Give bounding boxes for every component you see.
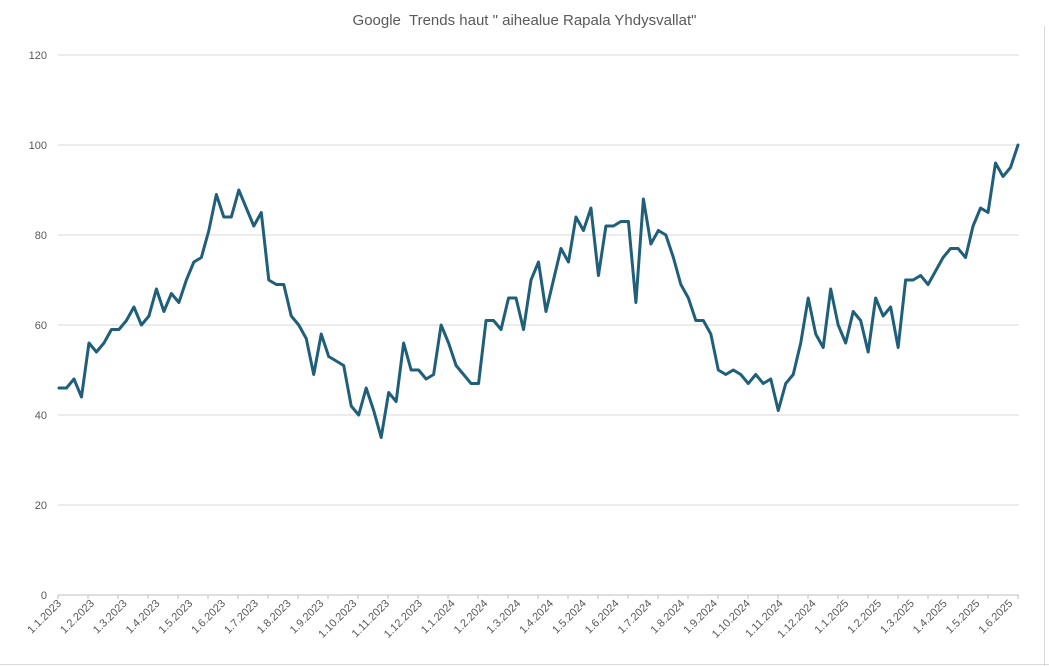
x-tick-label: 1.1.2024 <box>419 598 458 637</box>
x-tick-label: 1.4.2024 <box>517 598 556 637</box>
y-tick-label: 80 <box>35 230 47 242</box>
y-tick-label: 100 <box>29 140 47 152</box>
chart-title: Google Trends haut " aihealue Rapala Yhd… <box>352 12 697 29</box>
x-tick-label: 1.7.2023 <box>222 598 261 637</box>
y-tick-label: 60 <box>35 320 47 332</box>
x-tick-label: 1.6.2023 <box>189 598 228 637</box>
chart-area-right-edge <box>1044 26 1045 666</box>
x-tick-label: 1.6.2024 <box>583 598 622 637</box>
y-axis-tick-labels: 0 20 40 60 80 100 120 <box>29 50 47 602</box>
x-tick-label: 1.4.2025 <box>911 598 950 637</box>
x-tick-label: 1.5.2025 <box>944 598 983 637</box>
x-tick-label: 1.2.2025 <box>845 598 884 637</box>
x-tick-label: 1.1.2023 <box>25 598 64 637</box>
y-tick-label: 120 <box>29 50 47 62</box>
y-tick-label: 20 <box>35 500 47 512</box>
x-tick-label: 1.3.2025 <box>878 598 917 637</box>
x-axis-tick-marks <box>57 595 1019 599</box>
x-tick-label: 1.5.2023 <box>157 598 196 637</box>
x-tick-label: 1.1.2025 <box>813 598 852 637</box>
gridlines <box>58 54 1019 506</box>
x-axis-tick-labels: 1.1.20231.2.20231.3.20231.4.20231.5.2023… <box>25 598 1015 641</box>
x-tick-label: 1.5.2024 <box>550 598 589 637</box>
x-tick-label: 1.3.2023 <box>91 598 130 637</box>
y-tick-label: 0 <box>41 590 47 602</box>
x-tick-label: 1.8.2024 <box>649 598 688 637</box>
x-tick-label: 1.3.2024 <box>485 598 524 637</box>
series-line <box>57 143 1020 439</box>
x-tick-label: 1.6.2025 <box>977 598 1016 637</box>
y-tick-label: 40 <box>35 410 47 422</box>
x-tick-label: 1.7.2024 <box>616 598 655 637</box>
x-tick-label: 1.8.2023 <box>255 598 294 637</box>
chart-area-bottom-edge <box>0 664 1049 665</box>
x-tick-label: 1.4.2023 <box>124 598 163 637</box>
x-tick-label: 1.2.2024 <box>452 598 491 637</box>
x-tick-label: 1.2.2023 <box>58 598 97 637</box>
